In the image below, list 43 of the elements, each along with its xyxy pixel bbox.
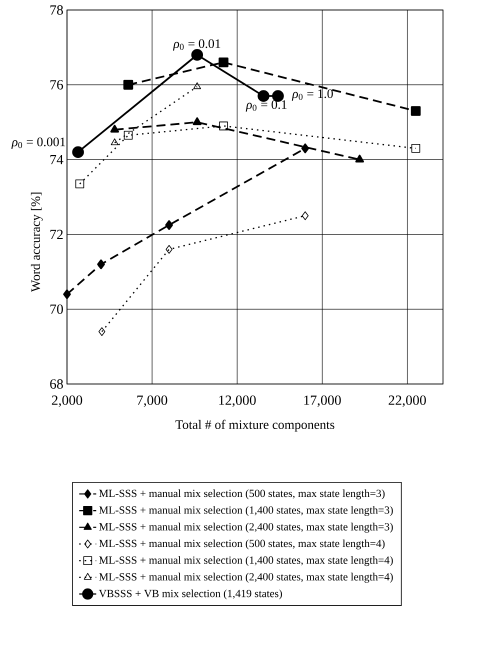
point [110,124,120,133]
point [258,90,270,102]
point [411,144,420,153]
point [124,130,133,140]
x-tick-label: 17,000 [304,396,341,407]
y-tick-label: 74 [50,155,64,164]
legend-label: VBSSS + VB mix selection (1,419 states) [98,589,282,600]
x-axis-title: Total # of mixture components [175,420,334,432]
legend-label: ML-SSS + manual mix selection (2,400 states, max state length=3) [99,522,393,533]
point [75,180,84,188]
point [123,80,134,90]
y-tick-label: 72 [50,230,63,240]
x-tick-label: 2,000 [52,396,82,407]
point [355,154,364,162]
annotation: ρ$_{0}$ = 0.001 [11,138,66,149]
point [191,48,204,61]
point [302,211,309,220]
y-axis-title: Word accuracy [%] [30,192,43,292]
point [72,146,84,158]
x-tick-label: 7,000 [137,396,168,407]
point [218,57,228,68]
point [219,122,228,130]
point [63,289,71,300]
x-tick-label: 12,000 [219,396,256,407]
y-tick-label: 76 [50,80,64,90]
y-tick-label: 70 [50,304,63,314]
point [192,117,202,126]
point [98,327,106,336]
y-tick-label: 68 [50,379,63,389]
legend-label: ML-SSS + manual mix selection (1,400 states, max state length=3) [99,506,393,516]
point [165,220,173,230]
legend-label: ML-SSS + manual mix selection (1,400 states, max state length=4) [99,556,393,566]
y-tick-label: 78 [50,5,63,15]
point [97,259,105,270]
annotation: ρ$_{0}$ = 0.1 [246,100,287,112]
legend-label: ML-SSS + manual mix selection (500 states, max state length=3) [99,489,385,500]
point [166,244,172,254]
x-tick-label: 22,000 [388,396,426,407]
legend-label: ML-SSS + manual mix selection (500 states, max state length=4) [99,539,385,550]
legend-label: ML-SSS + manual mix selection (2,400 states, max state length=4) [99,572,393,583]
point [301,143,310,154]
point [410,106,421,116]
annotation: ρ$_{0}$ = 0.01 [172,39,220,51]
